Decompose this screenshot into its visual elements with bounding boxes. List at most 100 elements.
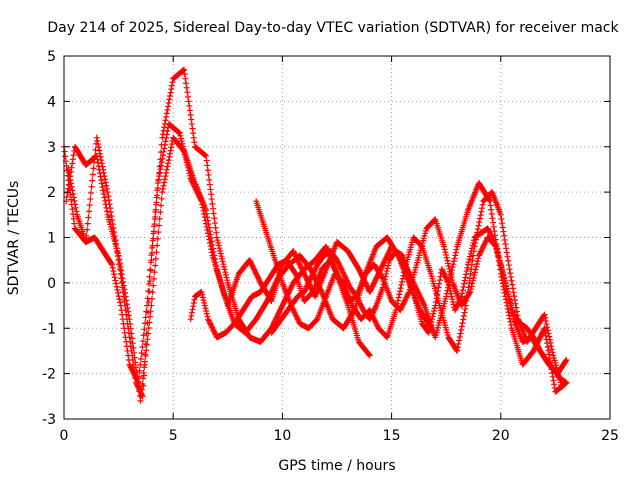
data-point (468, 248, 475, 255)
data-point (65, 185, 72, 192)
data-point (94, 156, 101, 163)
data-point (301, 272, 308, 279)
data-point (72, 201, 79, 208)
data-point (290, 248, 297, 255)
data-point (84, 220, 91, 227)
data-point (488, 206, 495, 213)
data-point (212, 259, 219, 266)
data-point (286, 287, 293, 294)
data-point (456, 333, 463, 340)
data-point (180, 147, 187, 154)
data-point (471, 272, 478, 279)
data-point (443, 254, 450, 261)
data-point (208, 323, 215, 330)
data-point (429, 313, 436, 320)
data-point (211, 220, 218, 227)
data-point (274, 313, 281, 320)
data-point (108, 213, 115, 220)
data-point (169, 79, 176, 86)
data-point (157, 209, 164, 216)
data-point (368, 284, 375, 291)
data-point (134, 378, 141, 385)
data-point (168, 86, 175, 93)
data-point (96, 166, 103, 173)
data-point (538, 331, 545, 338)
data-point (143, 347, 150, 354)
data-point (329, 261, 336, 268)
data-point (89, 171, 96, 178)
data-point (132, 359, 139, 366)
data-point (247, 259, 254, 266)
data-point (341, 273, 348, 280)
data-point (328, 259, 335, 266)
data-point (251, 267, 258, 274)
data-point (442, 249, 449, 256)
data-point (447, 271, 454, 278)
data-point (115, 252, 122, 259)
data-point (133, 369, 140, 376)
data-point (281, 298, 288, 305)
data-point (246, 257, 253, 264)
data-point (165, 99, 172, 106)
data-point (85, 214, 92, 221)
data-point (490, 219, 497, 226)
data-point (253, 270, 260, 277)
data-point (464, 288, 471, 295)
data-point (159, 189, 166, 196)
data-point (145, 299, 152, 306)
data-point (125, 312, 132, 319)
data-point (380, 260, 387, 267)
data-point (86, 202, 93, 209)
data-point (371, 316, 378, 323)
data-point (299, 266, 306, 273)
data-point (249, 262, 256, 269)
data-point (460, 283, 467, 290)
y-tick-label: -3 (42, 412, 56, 428)
data-point (147, 266, 154, 273)
data-point (117, 299, 124, 306)
data-point (187, 316, 194, 323)
data-point (144, 336, 151, 343)
data-point (335, 261, 342, 268)
data-point (289, 282, 296, 289)
data-point (206, 181, 213, 188)
data-point (537, 333, 544, 340)
data-point (489, 236, 496, 243)
data-point (402, 297, 409, 304)
data-point (209, 200, 216, 207)
data-point (475, 255, 482, 262)
data-point (440, 268, 447, 275)
data-point (248, 261, 255, 268)
data-point (313, 264, 320, 271)
data-point (465, 261, 472, 268)
data-point (101, 194, 108, 201)
data-point (159, 185, 166, 192)
data-point (339, 268, 346, 275)
data-point (127, 364, 134, 371)
data-point (344, 278, 351, 285)
data-point (199, 294, 206, 301)
data-point (506, 312, 513, 319)
data-point (547, 339, 554, 346)
data-point (369, 310, 376, 317)
data-point (308, 273, 315, 280)
data-point (153, 194, 160, 201)
data-point (69, 187, 76, 194)
data-point (222, 269, 229, 276)
data-point (154, 187, 161, 194)
data-point (102, 176, 109, 183)
data-point (204, 214, 211, 221)
data-point (299, 268, 306, 275)
x-tick-label: 5 (169, 428, 178, 444)
data-point (541, 325, 548, 332)
data-point (219, 255, 226, 262)
data-point (428, 318, 435, 325)
data-point (501, 278, 508, 285)
data-point (222, 271, 229, 278)
data-point (156, 222, 163, 229)
data-point (210, 248, 217, 255)
data-point (546, 336, 553, 343)
data-point (138, 350, 145, 357)
data-point (71, 220, 78, 227)
data-point (202, 152, 209, 159)
